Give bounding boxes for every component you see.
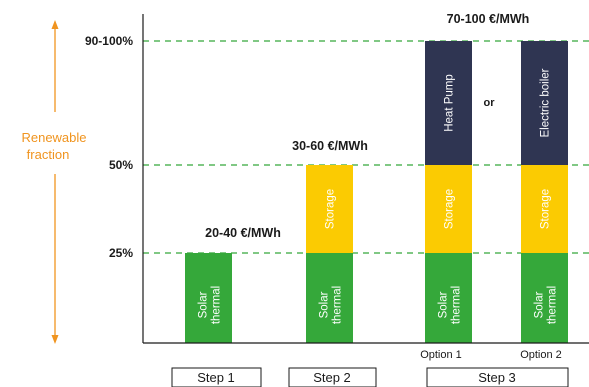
step-1-label: Step 1 <box>197 370 235 385</box>
step-2-box: Step 2 <box>288 367 377 387</box>
bar-opt2-solar-label: Solarthermal <box>534 286 559 324</box>
bar-opt1-storage-segment <box>425 165 472 253</box>
bars: Solarthermal SolarthermalStorageSolarther… <box>185 41 568 343</box>
bar-opt1-backup-label: Heat Pump <box>444 74 456 132</box>
y-tick-label-90: 90-100% <box>85 34 133 48</box>
step-3-box: Step 3 <box>426 367 569 387</box>
price-label-step3: 70-100 €/MWh <box>447 12 530 26</box>
bar-step1-solar-label: Solarthermal <box>198 286 223 324</box>
y-arrow-head-down <box>51 335 59 344</box>
option-2-label: Option 2 <box>520 349 562 361</box>
bar-opt2-storage-segment <box>521 165 568 253</box>
or-label: or <box>484 97 496 109</box>
step-1-box: Step 1 <box>171 367 262 387</box>
solar-label-line-2: thermal <box>451 286 463 324</box>
bar-opt2-storage-label: Storage <box>540 189 552 229</box>
bar-opt1-solar-label: Solarthermal <box>438 286 463 324</box>
price-label-step1: 20-40 €/MWh <box>205 226 281 240</box>
bar-step1: Solarthermal <box>185 253 232 343</box>
solar-label-line-1: Solar <box>534 291 546 318</box>
solar-label-line-2: thermal <box>547 286 559 324</box>
bar-opt1-backup-segment <box>425 41 472 165</box>
price-label-step2: 30-60 €/MWh <box>292 139 368 153</box>
bar-step2: Solarthermal Storage <box>306 165 353 343</box>
y-axis-label-line-2: fraction <box>27 147 70 162</box>
bar-opt1-solar-segment <box>425 253 472 343</box>
bar-opt2: Solarthermal Storage Electric boiler <box>521 41 568 343</box>
y-ticks: 25% 50% 90-100% <box>85 34 133 260</box>
bar-opt2-backup-label: Electric boiler <box>540 68 552 137</box>
y-tick-label-50: 50% <box>109 158 133 172</box>
bar-step2-solar-label: Solarthermal <box>319 286 344 324</box>
bar-opt1: Solarthermal Storage Heat Pump <box>425 41 472 343</box>
solar-label-line-2: thermal <box>332 286 344 324</box>
bar-step2-storage-label: Storage <box>325 189 337 229</box>
gridlines <box>143 40 589 254</box>
y-tick-label-25: 25% <box>109 246 133 260</box>
step-3-label: Step 3 <box>478 370 516 385</box>
bar-step1-solar-segment <box>185 253 232 343</box>
solar-label-line-1: Solar <box>319 291 331 318</box>
y-arrow-head-up <box>51 20 59 29</box>
bar-opt1-storage-label: Storage <box>444 189 456 229</box>
y-axis-label-group: Renewable fraction <box>21 20 87 344</box>
step-2-label: Step 2 <box>313 370 351 385</box>
bar-opt2-solar-segment <box>521 253 568 343</box>
solar-label-line-1: Solar <box>198 291 210 318</box>
solar-label-line-2: thermal <box>211 286 223 324</box>
y-axis-label-line-1: Renewable <box>21 130 86 145</box>
option-1-label: Option 1 <box>420 349 462 361</box>
bar-step2-storage-segment <box>306 165 353 253</box>
bar-step2-solar-segment <box>306 253 353 343</box>
solar-label-line-1: Solar <box>438 291 450 318</box>
bar-opt2-backup-segment <box>521 41 568 165</box>
